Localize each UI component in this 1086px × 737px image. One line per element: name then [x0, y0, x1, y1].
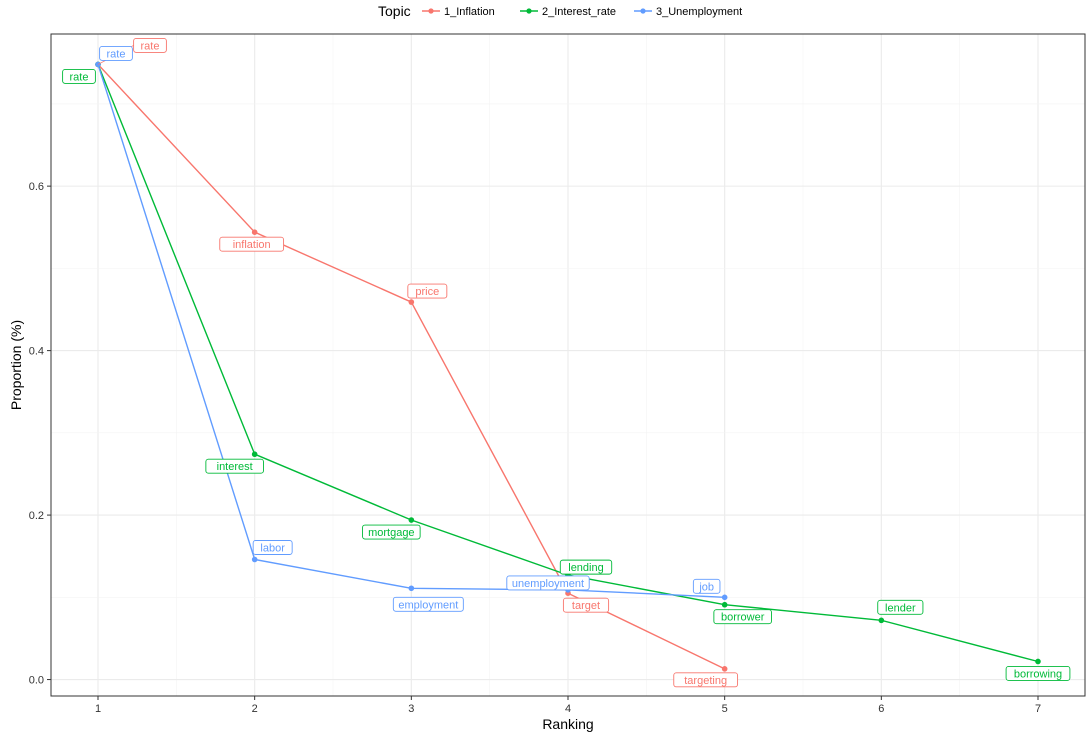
- label-text: lending: [568, 562, 603, 574]
- label-box: [392, 596, 464, 612]
- y-tick-label: 0.4: [29, 346, 44, 358]
- label-text: targeting: [684, 675, 727, 687]
- legend-entry-label: 3_Unemployment: [656, 6, 742, 18]
- x-tick-label: 7: [1035, 703, 1041, 715]
- label-text: inflation: [233, 239, 271, 251]
- label-text: rate: [70, 71, 89, 83]
- x-tick-label: 1: [95, 703, 101, 715]
- data-point: [1035, 658, 1041, 665]
- legend-key-point: [428, 8, 434, 14]
- legend: Topic 1_Inflation 2_Interest_rate 3_Unempl…: [378, 3, 742, 19]
- label-text: interest: [217, 461, 253, 473]
- y-tick-label: 0.2: [29, 510, 44, 522]
- axes: 1 2 3 4 5 6 7 0.0 0.2 0.4 0.6: [29, 181, 1041, 715]
- label-text: borrower: [721, 612, 765, 624]
- label-text: job: [698, 581, 714, 593]
- series-layer: [95, 61, 1041, 672]
- label-box: [559, 559, 613, 575]
- x-tick-label: 3: [408, 703, 414, 715]
- legend-key-point: [526, 8, 532, 14]
- label-text: borrowing: [1014, 668, 1062, 680]
- point-label: employment: [392, 596, 464, 612]
- data-point: [251, 556, 258, 563]
- data-point: [408, 585, 415, 592]
- label-text: rate: [107, 48, 126, 60]
- data-point: [251, 229, 258, 235]
- point-label: rate: [99, 45, 133, 61]
- point-label: target: [562, 597, 610, 613]
- x-tick-label: 2: [252, 703, 258, 715]
- label-box: [205, 458, 264, 474]
- label-text: target: [572, 600, 600, 612]
- grid: [51, 34, 1085, 696]
- label-box: [407, 283, 448, 299]
- label-box: [506, 575, 590, 591]
- point-label: price: [407, 283, 448, 299]
- legend-entry-label: 1_Inflation: [444, 6, 495, 18]
- point-label: interest: [205, 458, 264, 474]
- x-tick-label: 6: [878, 703, 884, 715]
- y-tick-label: 0.6: [29, 181, 44, 193]
- label-box: [133, 37, 167, 53]
- label-box: [252, 540, 293, 555]
- label-box: [1005, 666, 1071, 681]
- label-text: labor: [260, 542, 285, 554]
- y-tick-label: 0.0: [29, 675, 44, 687]
- data-point: [878, 617, 885, 624]
- legend-title: Topic: [378, 3, 411, 19]
- data-point: [721, 601, 728, 608]
- legend-entry-label: 2_Interest_rate: [542, 6, 616, 18]
- legend-key-point: [640, 8, 646, 14]
- data-point: [408, 517, 415, 523]
- point-label: targeting: [673, 672, 739, 688]
- label-text: rate: [141, 40, 160, 52]
- point-label: lender: [877, 599, 924, 615]
- data-point: [721, 594, 728, 601]
- point-label: borrowing: [1005, 666, 1071, 681]
- label-box: [673, 672, 739, 688]
- label-text: mortgage: [368, 527, 414, 539]
- point-labels-layer: rate inflation price target targeting rate int…: [62, 37, 1071, 688]
- label-text: lender: [885, 602, 916, 614]
- data-point: [408, 299, 415, 305]
- point-label: labor: [252, 540, 293, 555]
- y-axis-title: Proportion (%): [8, 320, 24, 410]
- x-axis-title: Ranking: [542, 716, 593, 732]
- point-label: mortgage: [362, 524, 421, 540]
- label-text: unemployment: [512, 578, 584, 590]
- point-label: inflation: [219, 236, 285, 252]
- label-box: [99, 45, 133, 61]
- label-box: [562, 597, 610, 613]
- data-point: [721, 666, 728, 672]
- label-box: [219, 236, 285, 252]
- label-text: price: [415, 286, 439, 298]
- label-box: [62, 68, 96, 84]
- point-label: lending: [559, 559, 613, 575]
- label-box: [877, 599, 924, 615]
- label-box: [692, 578, 721, 594]
- x-tick-label: 5: [722, 703, 728, 715]
- x-tick-label: 4: [565, 703, 571, 715]
- point-label: borrower: [713, 609, 772, 625]
- point-label: unemployment: [506, 575, 590, 591]
- label-box: [713, 609, 772, 625]
- point-label: job: [692, 578, 721, 594]
- label-box: [362, 524, 421, 540]
- point-label: rate: [62, 68, 96, 84]
- data-point: [251, 451, 258, 458]
- label-text: employment: [398, 599, 458, 611]
